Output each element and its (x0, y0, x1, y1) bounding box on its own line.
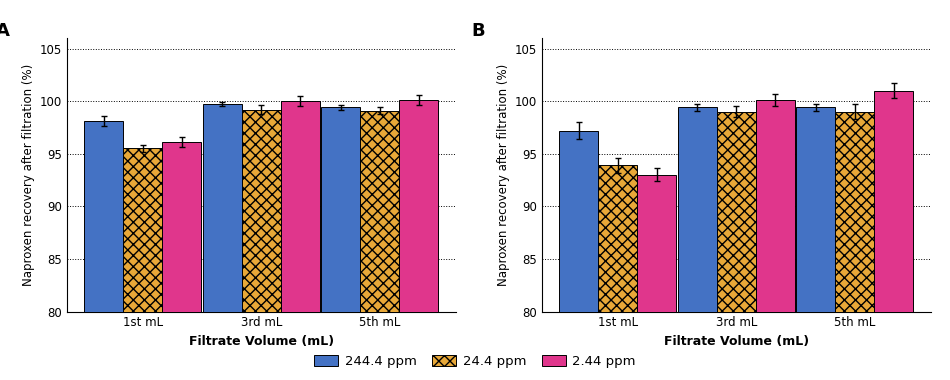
Text: A: A (0, 22, 10, 40)
Bar (717, 112, 756, 312)
Bar (874, 90, 913, 312)
Y-axis label: Naproxen recovery after filtration (%): Naproxen recovery after filtration (%) (22, 64, 35, 286)
Bar (241, 109, 281, 312)
Bar (162, 142, 201, 312)
X-axis label: Filtrate Volume (mL): Filtrate Volume (mL) (189, 335, 333, 348)
Bar (678, 108, 717, 312)
Bar (203, 104, 241, 312)
Y-axis label: Naproxen recovery after filtration (%): Naproxen recovery after filtration (%) (497, 64, 510, 286)
Bar (85, 121, 124, 312)
Bar (281, 101, 319, 312)
Bar (756, 100, 794, 312)
Legend: 244.4 ppm, 24.4 ppm, 2.44 ppm: 244.4 ppm, 24.4 ppm, 2.44 ppm (309, 350, 641, 374)
Bar (560, 131, 598, 312)
Bar (124, 149, 162, 312)
Bar (321, 108, 360, 312)
Text: B: B (471, 22, 485, 40)
Bar (796, 108, 835, 312)
X-axis label: Filtrate Volume (mL): Filtrate Volume (mL) (664, 335, 808, 348)
Bar (399, 100, 438, 312)
Bar (360, 111, 399, 312)
Bar (598, 165, 637, 312)
Bar (637, 175, 676, 312)
Bar (835, 112, 874, 312)
